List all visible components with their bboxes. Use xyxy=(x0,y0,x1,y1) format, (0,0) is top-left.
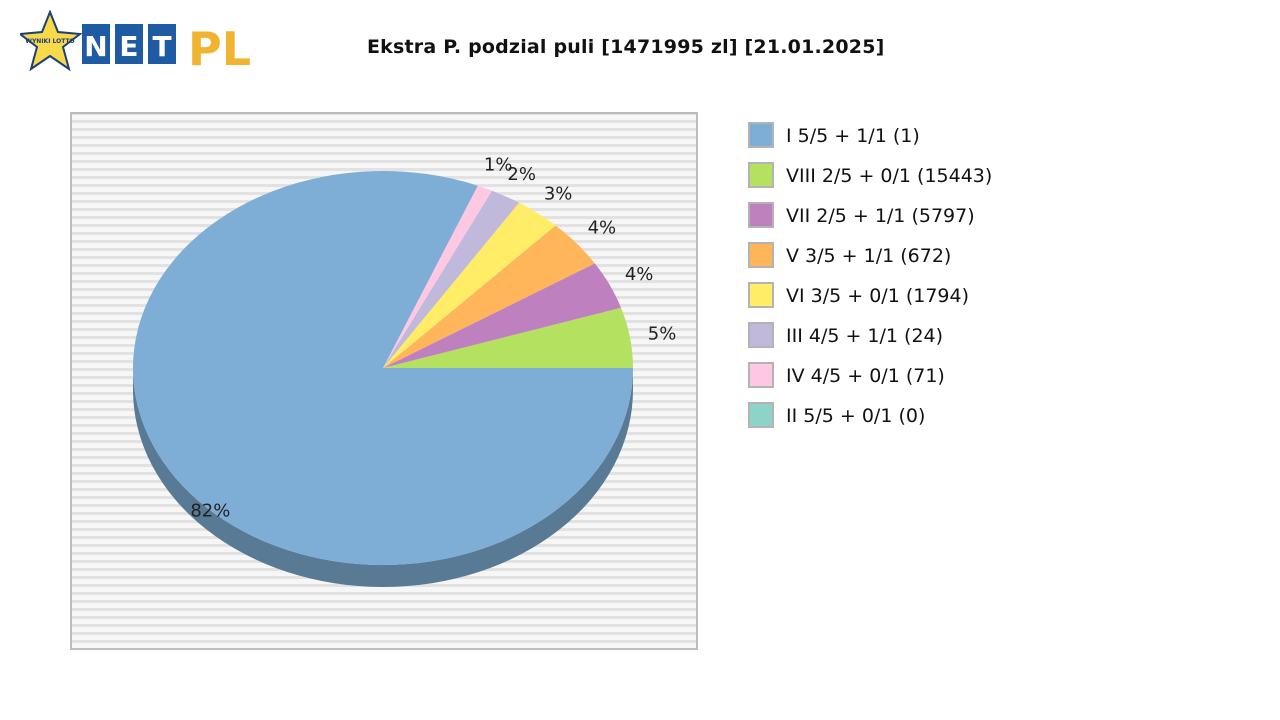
slice-label: 1% xyxy=(484,155,513,176)
legend-swatch xyxy=(748,362,774,388)
chart-title: Ekstra P. podzial puli [1471995 zl] [21.… xyxy=(367,36,885,58)
legend-swatch xyxy=(748,162,774,188)
slice-label: 4% xyxy=(588,217,617,238)
legend-label: I 5/5 + 1/1 (1) xyxy=(786,125,920,147)
legend-label: VIII 2/5 + 0/1 (15443) xyxy=(786,165,993,187)
brand-letter-n: N xyxy=(84,30,107,63)
star-icon xyxy=(20,10,83,72)
slice-label: 2% xyxy=(507,164,536,185)
legend-item: VIII 2/5 + 0/1 (15443) xyxy=(748,162,992,202)
pie-slices xyxy=(133,171,634,565)
legend-item: III 4/5 + 1/1 (24) xyxy=(748,322,992,362)
pie-slice xyxy=(383,202,556,368)
legend-swatch xyxy=(748,242,774,268)
slice-label: 4% xyxy=(625,264,654,285)
pie-slice xyxy=(383,263,622,368)
pie-slice xyxy=(133,171,634,565)
legend-label: VII 2/5 + 1/1 (5797) xyxy=(786,205,975,227)
legend-swatch xyxy=(748,122,774,148)
brand-suffix: PL xyxy=(188,22,251,72)
legend-swatch xyxy=(748,322,774,348)
legend-label: VI 3/5 + 0/1 (1794) xyxy=(786,285,970,307)
brand-letter-t: T xyxy=(152,30,171,63)
pie-slice xyxy=(383,190,520,368)
brand-star-text: WYNIKI LOTTO xyxy=(25,38,74,45)
pie-slice xyxy=(383,307,633,368)
slice-label: 82% xyxy=(190,500,230,521)
legend-swatch xyxy=(748,202,774,228)
netpl-logo: WYNIKI LOTTO N E T PL xyxy=(20,10,251,72)
brand-letter-box-n xyxy=(82,24,110,64)
legend-item: I 5/5 + 1/1 (1) xyxy=(748,122,992,162)
legend-item: VI 3/5 + 0/1 (1794) xyxy=(748,282,992,322)
legend-item: IV 4/5 + 0/1 (71) xyxy=(748,362,992,402)
brand-letter-box-e xyxy=(115,24,143,64)
pie-labels: 5% 4% 4% 3% 2%1% 82% xyxy=(190,155,676,522)
legend-label: III 4/5 + 1/1 (24) xyxy=(786,325,944,347)
legend-label: V 3/5 + 1/1 (672) xyxy=(786,245,952,267)
slice-label: 3% xyxy=(544,183,573,204)
legend-item: II 5/5 + 0/1 (0) xyxy=(748,402,992,442)
legend-swatch xyxy=(748,402,774,428)
legend-swatch xyxy=(748,282,774,308)
legend: I 5/5 + 1/1 (1) VIII 2/5 + 0/1 (15443) VII… xyxy=(748,122,992,442)
pie-chart: 5% 4% 4% 3% 2%1% 82% xyxy=(70,112,698,650)
brand-letter-box-t xyxy=(148,24,176,64)
pie-slice xyxy=(383,225,595,368)
slice-label: 5% xyxy=(648,324,677,345)
brand-letter-e: E xyxy=(119,30,138,63)
legend-item: V 3/5 + 1/1 (672) xyxy=(748,242,992,282)
pie-slice xyxy=(383,185,492,368)
legend-label: IV 4/5 + 0/1 (71) xyxy=(786,365,945,387)
legend-label: II 5/5 + 0/1 (0) xyxy=(786,405,926,427)
legend-item: VII 2/5 + 1/1 (5797) xyxy=(748,202,992,242)
